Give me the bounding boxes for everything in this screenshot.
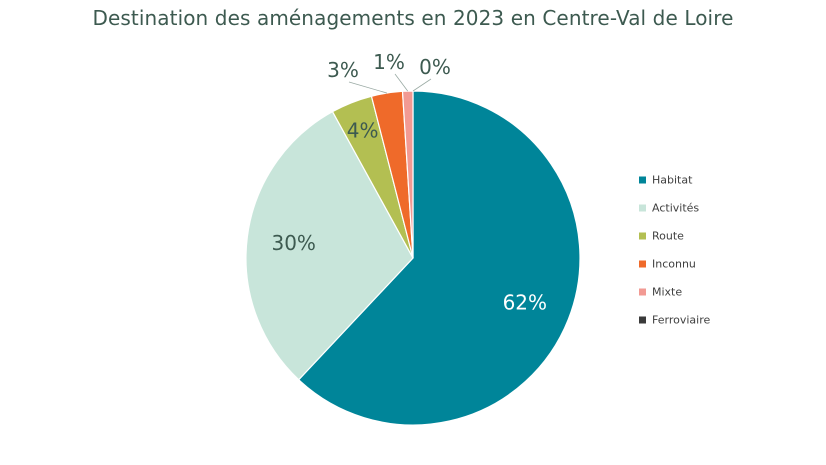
legend-swatch-route <box>639 232 646 240</box>
leader-lines <box>348 73 432 94</box>
legend-item-ferroviaire: Ferroviaire <box>639 314 710 327</box>
legend-swatch-ferroviaire <box>639 316 646 324</box>
slice-label-ferroviaire: 0% <box>419 55 451 79</box>
slice-label-inconnu: 3% <box>327 58 359 82</box>
legend-label-habitat: Habitat <box>652 174 693 187</box>
legend-label-mixte: Mixte <box>652 286 682 299</box>
chart-title: Destination des aménagements en 2023 en … <box>92 6 734 30</box>
leader-line-ferroviaire <box>412 78 432 92</box>
slice-label-activites: 30% <box>271 231 315 255</box>
legend-label-activites: Activités <box>652 202 699 215</box>
slice-label-habitat: 62% <box>503 290 547 314</box>
slice-label-route: 4% <box>347 119 379 143</box>
legend-item-inconnu: Inconnu <box>639 258 696 271</box>
legend-label-inconnu: Inconnu <box>652 258 696 271</box>
slice-label-mixte: 1% <box>373 50 405 74</box>
legend-swatch-inconnu <box>639 260 646 268</box>
slice-mixte <box>401 90 414 259</box>
legend-swatch-habitat <box>639 176 646 184</box>
legend-label-route: Route <box>652 230 684 243</box>
leader-line-mixte <box>394 73 409 92</box>
pie-slices <box>245 90 581 426</box>
slice-habitat <box>297 90 581 426</box>
slice-activites <box>245 110 414 381</box>
slice-labels: 62% 30% 4% 3% 1% 0% <box>271 50 547 314</box>
legend: Habitat Activités Route Inconnu Mixte Ferrovi… <box>639 174 710 327</box>
legend-swatch-mixte <box>639 288 646 296</box>
legend-item-activites: Activités <box>639 202 699 215</box>
legend-label-ferroviaire: Ferroviaire <box>652 314 710 327</box>
legend-item-mixte: Mixte <box>639 286 682 299</box>
legend-swatch-activites <box>639 204 646 212</box>
legend-item-habitat: Habitat <box>639 174 693 187</box>
legend-item-route: Route <box>639 230 684 243</box>
leader-line-inconnu <box>348 81 387 94</box>
